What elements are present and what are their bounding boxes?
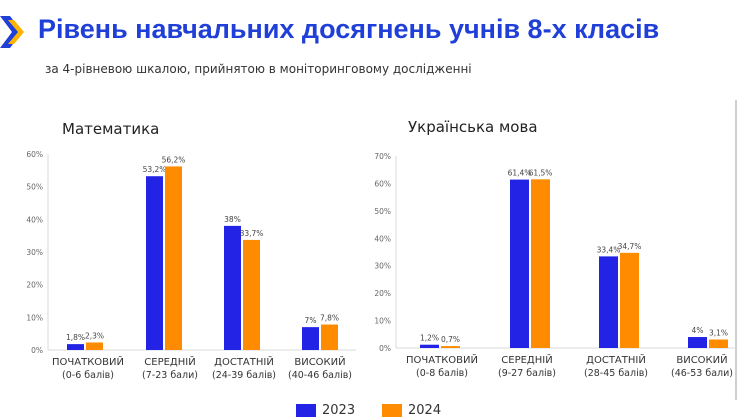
y-tick-label: 30% — [26, 248, 43, 257]
category-label: ДОСТАТНІЙ — [214, 355, 274, 368]
category-label: ДОСТАТНІЙ — [586, 353, 646, 366]
bar-2023 — [67, 344, 84, 350]
y-tick-label: 40% — [374, 234, 391, 243]
bar-2023 — [420, 344, 439, 348]
y-tick-label: 40% — [26, 215, 43, 224]
bar-2023 — [599, 256, 618, 348]
bar-2024 — [321, 324, 338, 350]
data-label: 56,2% — [162, 155, 186, 164]
y-tick-label: 60% — [26, 150, 43, 159]
y-tick-label: 60% — [374, 179, 391, 188]
y-tick-label: 10% — [26, 313, 43, 322]
category-sublabel: (7-23 бали) — [142, 370, 198, 381]
page-title: Рівень навчальних досягнень учнів 8-х кл… — [38, 14, 660, 44]
data-label: 1,8% — [66, 333, 85, 342]
legend: 2023 2024 — [0, 404, 737, 417]
page-subtitle: за 4-рівневою шкалою, прийнятою в моніто… — [45, 62, 472, 76]
bar-2024 — [243, 239, 260, 350]
data-label: 33,7% — [240, 229, 264, 238]
data-label: 7% — [305, 316, 317, 325]
y-tick-label: 20% — [26, 281, 43, 290]
data-label: 2,3% — [85, 331, 104, 340]
data-label: 3,1% — [709, 328, 728, 337]
legend-swatch-2023 — [296, 404, 316, 417]
data-label: 1,2% — [420, 334, 439, 343]
math-chart: Математика 0% 10% 20% 30% 40% 50% 60% 1,8% 2,3% ПО… — [26, 120, 356, 381]
bar-2023 — [510, 179, 529, 348]
legend-item-2024: 2024 — [382, 404, 441, 417]
bar-2023 — [146, 176, 163, 350]
data-label: 7,8% — [320, 314, 339, 323]
bar-2023 — [302, 327, 319, 350]
bar-2023 — [224, 225, 241, 350]
category-sublabel: (0-8 балів) — [416, 368, 468, 379]
category-label: ПОЧАТКОВИЙ — [52, 355, 124, 368]
category-label: ПОЧАТКОВИЙ — [406, 353, 478, 366]
category-label: СЕРЕДНІЙ — [144, 355, 195, 368]
y-tick-label: 0% — [31, 346, 43, 355]
category-label: ВИСОКИЙ — [676, 353, 727, 366]
bar-2024 — [709, 339, 728, 348]
category-sublabel: (24-39 балів) — [212, 370, 276, 381]
category-label: ВИСОКИЙ — [294, 355, 345, 368]
y-tick-label: 70% — [374, 152, 391, 161]
chart-title: Математика — [62, 120, 159, 138]
bar-2024 — [620, 252, 639, 348]
legend-swatch-2024 — [382, 404, 402, 417]
data-label: 61,4% — [508, 169, 532, 178]
data-label: 61,5% — [529, 168, 553, 177]
legend-item-2023: 2023 — [296, 404, 355, 417]
y-tick-label: 50% — [26, 183, 43, 192]
category-sublabel: (28-45 балів) — [584, 368, 648, 379]
y-tick-label: 20% — [374, 289, 391, 298]
data-label: 33,4% — [597, 245, 621, 254]
y-tick-label: 10% — [374, 317, 391, 326]
category-sublabel: (40-46 балів) — [288, 370, 352, 381]
bar-2024 — [165, 166, 182, 350]
category-label: СЕРЕДНІЙ — [501, 353, 552, 366]
category-sublabel: (46-53 бали) — [671, 368, 733, 379]
brand-logo — [0, 16, 24, 48]
data-label: 38% — [224, 215, 241, 224]
bar-2024 — [86, 342, 103, 350]
category-sublabel: (9-27 балів) — [498, 368, 556, 379]
data-label: 53,2% — [143, 165, 167, 174]
ukrainian-chart: Українська мова 0% 10% 20% 30% 40% 50% 60% 70% 1,… — [374, 118, 737, 379]
bar-2024 — [531, 179, 550, 348]
data-label: 0,7% — [441, 335, 460, 344]
category-sublabel: (0-6 балів) — [62, 370, 114, 381]
data-label: 4% — [692, 326, 704, 335]
divider — [735, 100, 737, 400]
chart-title: Українська мова — [408, 118, 538, 136]
y-tick-label: 50% — [374, 207, 391, 216]
bar-2023 — [688, 337, 707, 348]
legend-label-2023: 2023 — [322, 403, 356, 417]
y-tick-label: 30% — [374, 262, 391, 271]
bar-2024 — [441, 346, 460, 348]
data-label: 34,7% — [618, 242, 642, 251]
legend-label-2024: 2024 — [408, 403, 442, 417]
y-tick-label: 0% — [379, 344, 391, 353]
